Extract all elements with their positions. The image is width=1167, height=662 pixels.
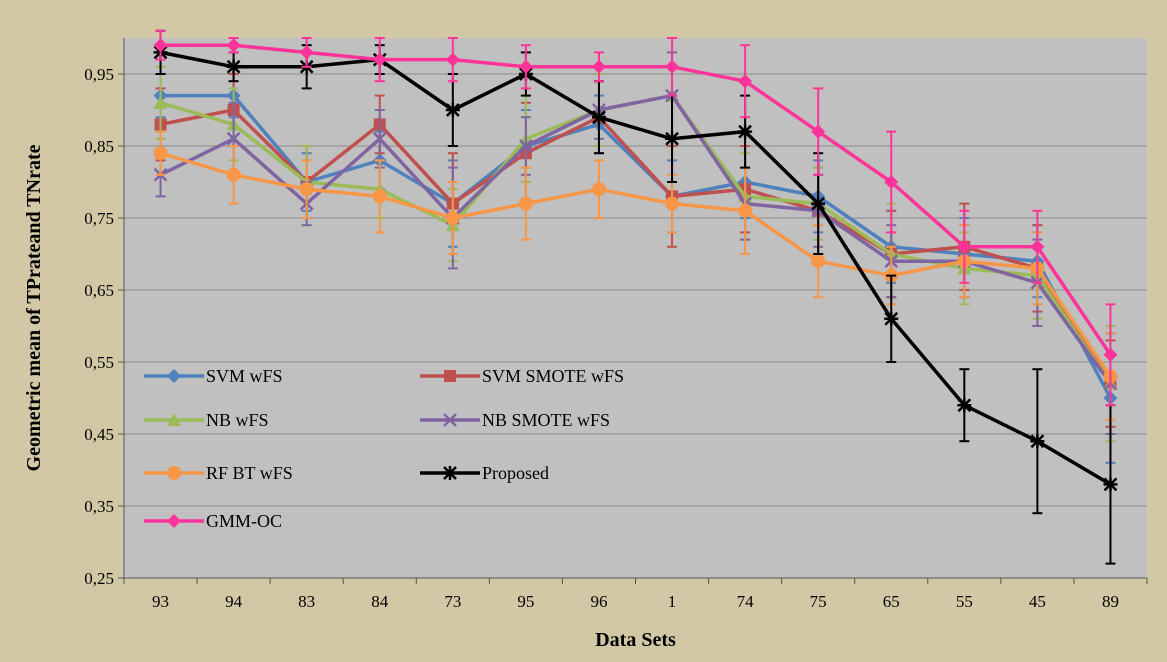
legend-marker: [167, 466, 181, 480]
y-tick-label: 0,85: [84, 137, 114, 156]
data-point: [957, 239, 972, 254]
series-line: [160, 108, 1112, 385]
x-tick-label: 1: [668, 592, 677, 611]
x-tick-label: 89: [1102, 592, 1119, 611]
y-tick-label: 0,25: [84, 569, 114, 588]
data-point: [811, 124, 826, 139]
data-point: [665, 196, 680, 211]
data-point: [372, 131, 387, 146]
data-point: [884, 175, 899, 189]
data-point: [811, 196, 826, 211]
legend-entry: NB SMOTE wFS: [420, 410, 610, 430]
data-point: [591, 110, 606, 125]
data-point: [1030, 434, 1045, 449]
series-line: [160, 43, 1112, 356]
legend-label: NB wFS: [206, 410, 269, 430]
y-tick-label: 0,45: [84, 425, 114, 444]
x-tick-label: 96: [590, 592, 607, 611]
legend-entry: Proposed: [420, 463, 549, 483]
legend-marker: [167, 369, 181, 383]
x-tick-label: 75: [810, 592, 827, 611]
legend-marker: [443, 413, 457, 427]
y-tick-label: 0,65: [84, 281, 114, 300]
data-point: [591, 182, 606, 197]
x-tick-label: 94: [225, 592, 243, 611]
series-line: [159, 93, 1112, 385]
series-group: [153, 29, 1118, 565]
data-point: [811, 254, 826, 269]
x-tick-label: 83: [298, 592, 315, 611]
data-point: [226, 131, 241, 146]
y-tick-label: 0,95: [84, 65, 114, 84]
legend-entry: SVM wFS: [144, 366, 283, 386]
data-point: [519, 139, 533, 153]
x-tick-label: 55: [956, 592, 973, 611]
legend-marker: [167, 413, 181, 426]
x-tick-label: 84: [371, 592, 389, 611]
data-point: [226, 59, 241, 74]
data-point: [299, 182, 314, 197]
data-point: [1103, 347, 1118, 362]
series-line: [160, 50, 1112, 486]
legend-entry: SVM SMOTE wFS: [420, 366, 624, 386]
data-point: [738, 203, 753, 218]
x-tick-label: 73: [444, 592, 461, 611]
legend-label: SVM SMOTE wFS: [482, 366, 624, 386]
data-point: [445, 103, 460, 117]
plot-area: [124, 38, 1147, 578]
data-point: [957, 398, 972, 413]
data-point: [738, 124, 753, 139]
x-tick-label: 74: [737, 592, 755, 611]
data-point: [738, 74, 753, 89]
legend-label: GMM-OC: [206, 511, 282, 531]
data-point: [153, 95, 168, 109]
x-tick-label: 95: [517, 592, 534, 611]
series-6: [153, 29, 1118, 407]
legend-entry: GMM-OC: [144, 511, 282, 531]
data-point: [884, 311, 899, 326]
data-point: [226, 38, 241, 53]
y-tick-label: 0,35: [84, 497, 114, 516]
legend-label: SVM wFS: [206, 366, 283, 386]
y-tick-label: 0,55: [84, 353, 114, 372]
data-point: [665, 131, 680, 146]
data-point: [1030, 239, 1045, 254]
data-point: [518, 59, 533, 74]
data-point: [299, 45, 314, 60]
legend-label: RF BT wFS: [206, 463, 293, 483]
legend-marker: [167, 514, 181, 528]
legend-marker: [444, 370, 456, 382]
legend-label: Proposed: [482, 463, 549, 483]
data-point: [445, 52, 460, 67]
series-line: [160, 151, 1112, 378]
x-tick-label: 45: [1029, 592, 1046, 611]
series-line: [160, 93, 1113, 399]
y-tick-label: 0,75: [84, 209, 114, 228]
x-axis-title: Data Sets: [595, 629, 676, 651]
data-point: [153, 146, 168, 161]
legend-entry: RF BT wFS: [144, 463, 293, 483]
x-tick-label: 93: [152, 592, 169, 611]
data-point: [1103, 477, 1118, 492]
data-point: [226, 167, 241, 182]
axes: 0,25 0,35 0,45 0,55 0,65 0,75 0,85 0,95 93 94 83 84…: [84, 38, 1148, 611]
y-axis-title: Geometric mean of TPrateand TNrate: [23, 144, 45, 471]
legend-label: NB SMOTE wFS: [482, 410, 610, 430]
legend-entry: NB wFS: [144, 410, 269, 430]
data-point: [372, 189, 387, 204]
legend-marker: [443, 466, 457, 480]
data-point: [665, 59, 680, 74]
data-point: [445, 211, 460, 225]
x-tick-label: 65: [883, 592, 900, 611]
data-point: [153, 38, 168, 53]
data-point: [591, 59, 606, 74]
legend: SVM wFS SVM SMOTE wFS NB wFS NB SMOTE wFS RF…: [144, 366, 624, 531]
data-point: [372, 52, 387, 67]
data-point: [518, 196, 533, 211]
